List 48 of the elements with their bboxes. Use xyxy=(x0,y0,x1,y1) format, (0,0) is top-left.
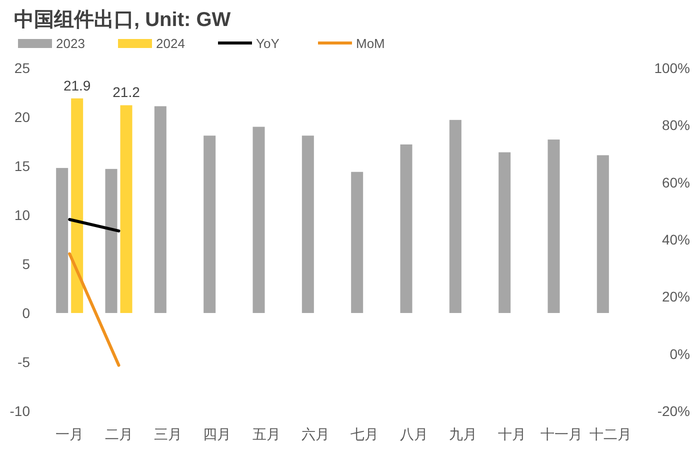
bar xyxy=(302,136,314,313)
y-tick-label: 15 xyxy=(14,158,30,174)
y2-tick-label: 100% xyxy=(654,60,690,76)
data-label: 21.9 xyxy=(63,77,91,94)
y2-tick-label: 0% xyxy=(670,346,690,362)
x-tick-label: 十二月 xyxy=(589,426,632,442)
bar xyxy=(71,98,84,313)
x-tick-label: 十一月 xyxy=(540,426,582,442)
y2-tick-label: 20% xyxy=(662,288,690,305)
legend-label: YoY xyxy=(256,36,280,51)
bar xyxy=(204,136,216,313)
y-tick-label: -10 xyxy=(10,403,30,419)
x-tick-label: 四月 xyxy=(203,426,232,442)
bar xyxy=(596,155,609,313)
y2-tick-label: 80% xyxy=(662,117,690,134)
legend-label: MoM xyxy=(356,36,385,51)
bar xyxy=(105,168,118,313)
bar xyxy=(154,106,166,313)
y-tick-label: -5 xyxy=(18,354,30,370)
bar xyxy=(498,152,511,313)
x-tick-label: 二月 xyxy=(104,426,133,442)
y-tick-label: 10 xyxy=(14,207,30,223)
bar xyxy=(351,172,364,313)
bar xyxy=(252,126,265,313)
x-tick-label: 九月 xyxy=(448,426,477,442)
y-tick-label: 5 xyxy=(22,256,30,272)
legend-label: 2023 xyxy=(56,36,85,51)
x-tick-label: 八月 xyxy=(400,426,428,442)
data-label: 21.2 xyxy=(112,84,140,100)
y-tick-label: 25 xyxy=(14,60,30,76)
bar xyxy=(400,144,412,313)
y2-tick-label: 40% xyxy=(662,232,690,248)
x-tick-label: 七月 xyxy=(350,426,379,442)
y2-tick-label: 60% xyxy=(662,174,690,190)
x-tick-label: 五月 xyxy=(252,426,280,442)
bar xyxy=(56,168,68,313)
y2-tick-label: -20% xyxy=(657,403,690,419)
x-tick-label: 十月 xyxy=(498,426,526,442)
y-tick-label: 20 xyxy=(14,109,30,125)
bar xyxy=(548,140,560,313)
bar xyxy=(449,120,462,313)
x-tick-label: 六月 xyxy=(301,426,330,442)
bar xyxy=(120,105,132,313)
legend-label: 2024 xyxy=(156,36,185,51)
y-tick-label: 0 xyxy=(22,305,30,321)
x-tick-label: 三月 xyxy=(154,426,182,442)
x-tick-label: 一月 xyxy=(56,426,84,442)
chart-title: 中国组件出口, Unit: GW xyxy=(14,9,231,31)
